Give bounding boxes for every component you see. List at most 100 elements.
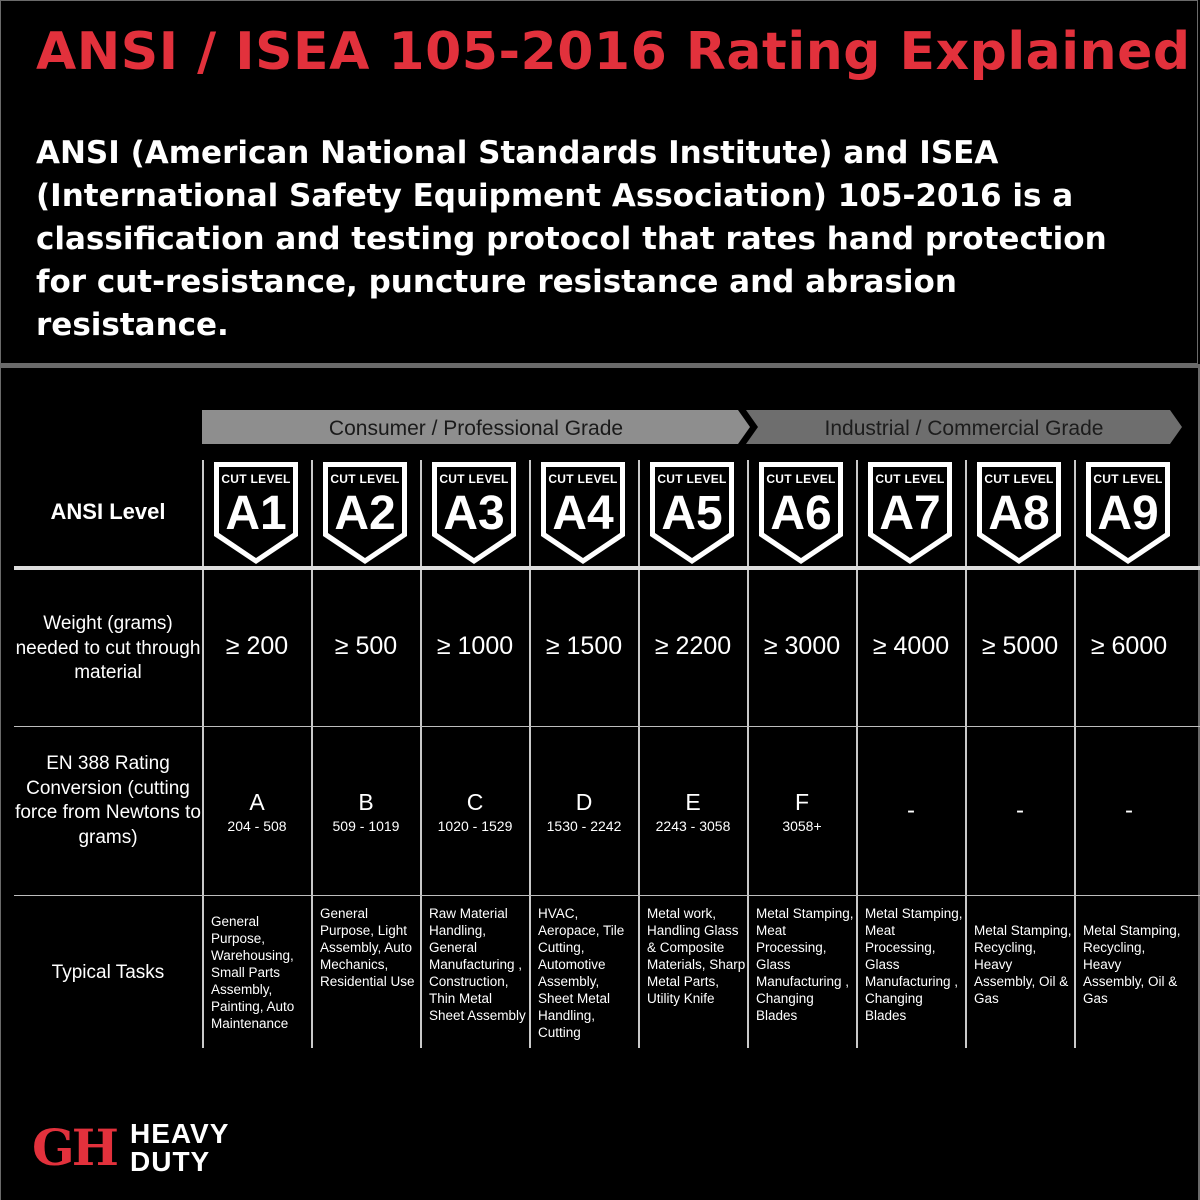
brand-line-2: DUTY (130, 1146, 211, 1177)
cut-level-badge: CUT LEVEL A5 (648, 460, 736, 566)
badge-caption: CUT LEVEL (875, 472, 945, 486)
typical-tasks-text: Metal Stamping, Recycling, Heavy Assembl… (1083, 923, 1181, 1006)
badge-level: A6 (770, 487, 832, 540)
table-panel (0, 368, 1200, 1200)
cut-level-badge: CUT LEVEL A8 (975, 460, 1063, 566)
column-separator (747, 896, 749, 1048)
badge-level: A5 (661, 487, 723, 540)
typical-tasks-text: Metal work, Handling Glass & Composite M… (647, 906, 746, 1006)
column-separator (856, 570, 858, 726)
en388-letter: - (907, 797, 915, 824)
typical-tasks-text: General Purpose, Warehousing, Small Part… (211, 914, 295, 1031)
column-separator (1074, 570, 1076, 726)
column-separator (529, 896, 531, 1048)
weight-value: ≥ 6000 (1090, 632, 1168, 660)
column-separator (529, 727, 531, 895)
en388-range: 3058+ (782, 818, 822, 834)
row-label-weight: Weight (grams) needed to cut through mat… (15, 613, 201, 683)
column-separator (420, 570, 422, 726)
en388-cell: C 1020 - 1529 (421, 788, 529, 836)
column-separator (202, 896, 204, 1048)
page-title: ANSI / ISEA 105-2016 Rating Explained (36, 22, 1191, 82)
badge-level: A8 (988, 487, 1050, 540)
column-separator (311, 896, 313, 1048)
intro-paragraph: ANSI (American National Standards Instit… (36, 135, 1107, 343)
column-separator (1074, 727, 1076, 895)
shield-icon (214, 462, 298, 564)
column-separator (420, 896, 422, 1048)
shield-icon (868, 462, 952, 564)
en388-letter: D (575, 789, 593, 815)
column-separator (420, 727, 422, 895)
en388-cell: D 1530 - 2242 (530, 788, 638, 836)
cut-level-badge: CUT LEVEL A3 (430, 460, 518, 566)
column-separator (311, 727, 313, 895)
column-separator (965, 460, 967, 566)
badge-level: A4 (552, 487, 614, 540)
column-separator (202, 727, 204, 895)
typical-tasks-text: HVAC, Aeropace, Tile Cutting, Automotive… (538, 906, 625, 1040)
brand-line-1: HEAVY (130, 1118, 230, 1149)
column-separator (529, 570, 531, 726)
en388-range: 509 - 1019 (332, 818, 400, 834)
en388-letter: B (358, 789, 374, 815)
weight-value: ≥ 2200 (654, 632, 732, 660)
column-separator (311, 570, 313, 726)
badge-caption: CUT LEVEL (766, 472, 836, 486)
header-panel (0, 0, 1198, 364)
column-separator (638, 570, 640, 726)
badge-level: A2 (334, 487, 396, 540)
en388-letter: F (794, 789, 810, 815)
weight-value: ≥ 3000 (763, 632, 841, 660)
row-label-ansi-level: ANSI Level (50, 499, 166, 524)
column-separator (638, 727, 640, 895)
en388-range: 204 - 508 (227, 818, 287, 834)
brand-wordmark: HEAVY DUTY (130, 1120, 229, 1176)
badge-caption: CUT LEVEL (984, 472, 1054, 486)
column-separator (856, 896, 858, 1048)
column-separator (965, 896, 967, 1048)
cut-level-badge: CUT LEVEL A9 (1084, 460, 1172, 566)
weight-value: ≥ 1500 (545, 632, 623, 660)
en388-cell: F 3058+ (748, 788, 856, 836)
en388-cell: A 204 - 508 (203, 788, 311, 836)
consumer-grade-banner: Consumer / Professional Grade (202, 410, 750, 444)
column-separator (965, 570, 967, 726)
column-separator (1074, 460, 1076, 566)
column-separator (747, 727, 749, 895)
column-separator (638, 460, 640, 566)
shield-icon (977, 462, 1061, 564)
cut-level-badge: CUT LEVEL A4 (539, 460, 627, 566)
column-separator (1074, 896, 1076, 1048)
badge-caption: CUT LEVEL (1093, 472, 1163, 486)
weight-value: ≥ 4000 (872, 632, 950, 660)
row-label-en388: EN 388 Rating Conversion (cutting force … (15, 753, 201, 848)
column-separator (638, 896, 640, 1048)
shield-icon (759, 462, 843, 564)
row-rule (14, 726, 1200, 727)
badge-caption: CUT LEVEL (439, 472, 509, 486)
weight-value: ≥ 500 (334, 632, 398, 660)
row-label-typical-tasks: Typical Tasks (51, 962, 165, 983)
en388-letter: E (685, 789, 701, 815)
row-rule (14, 895, 1200, 896)
column-separator (529, 460, 531, 566)
column-separator (202, 570, 204, 726)
column-separator (856, 727, 858, 895)
badge-caption: CUT LEVEL (548, 472, 618, 486)
column-separator (311, 460, 313, 566)
badge-level: A1 (225, 487, 287, 540)
shield-icon (432, 462, 516, 564)
cut-level-badge: CUT LEVEL A2 (321, 460, 409, 566)
weight-value: ≥ 5000 (981, 632, 1059, 660)
weight-value: ≥ 1000 (436, 632, 514, 660)
en388-cell: E 2243 - 3058 (639, 788, 747, 836)
column-separator (856, 460, 858, 566)
badge-level: A3 (443, 487, 505, 540)
badge-caption: CUT LEVEL (330, 472, 400, 486)
en388-cell: B 509 - 1019 (312, 788, 420, 836)
column-separator (420, 460, 422, 566)
column-separator (747, 460, 749, 566)
table-header-rule (14, 566, 1200, 570)
en388-letter: A (249, 789, 265, 815)
